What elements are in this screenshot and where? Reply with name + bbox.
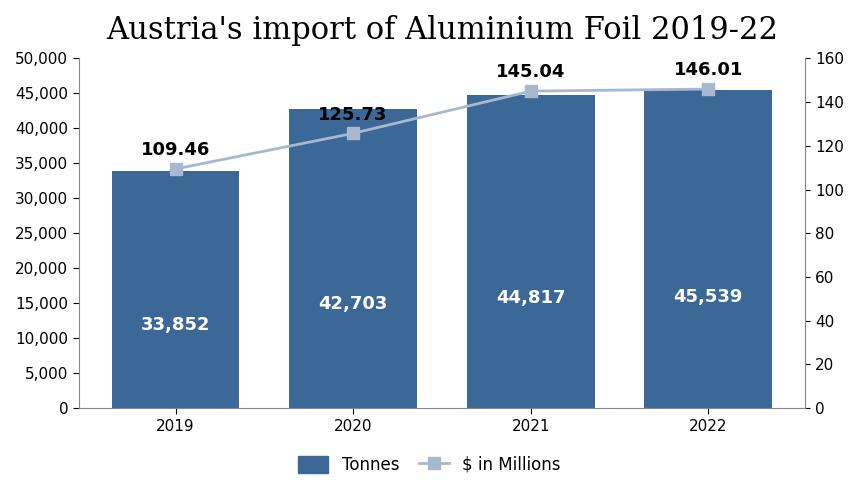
Text: 42,703: 42,703 (319, 295, 387, 313)
Text: 33,852: 33,852 (141, 317, 210, 334)
Bar (289, 109, 417, 408)
Text: 44,817: 44,817 (496, 289, 565, 308)
Text: 145.04: 145.04 (496, 63, 565, 81)
Legend: Tonnes, $ in Millions: Tonnes, $ in Millions (289, 447, 570, 482)
Bar (112, 172, 240, 408)
Text: 125.73: 125.73 (319, 106, 387, 124)
Bar (644, 90, 772, 408)
$ in Millions (348, 131, 358, 137)
Text: 45,539: 45,539 (673, 288, 743, 306)
Bar (466, 95, 594, 408)
$ in Millions (170, 166, 180, 172)
$ in Millions (526, 88, 536, 94)
Text: 146.01: 146.01 (673, 61, 743, 79)
Line: $ in Millions: $ in Millions (169, 83, 715, 175)
Text: 109.46: 109.46 (141, 141, 210, 159)
$ in Millions (704, 86, 714, 92)
Title: Austria's import of Aluminium Foil 2019-22: Austria's import of Aluminium Foil 2019-… (106, 15, 778, 46)
